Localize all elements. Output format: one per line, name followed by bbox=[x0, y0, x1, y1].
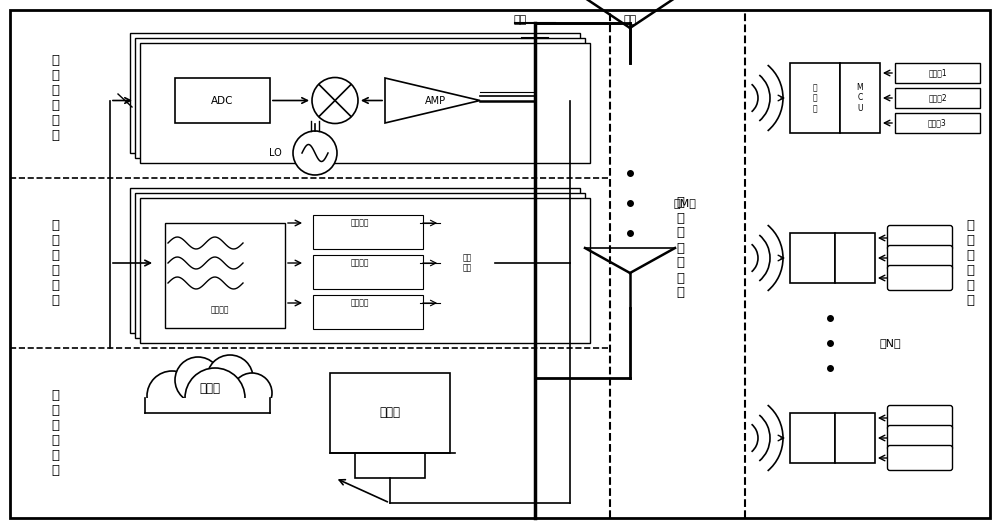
Text: AMP: AMP bbox=[424, 96, 446, 106]
Circle shape bbox=[185, 368, 245, 428]
Text: 天线: 天线 bbox=[623, 15, 637, 25]
Text: 信息解调: 信息解调 bbox=[351, 219, 369, 228]
Text: 传感器3: 传感器3 bbox=[928, 118, 947, 127]
FancyBboxPatch shape bbox=[895, 113, 980, 133]
FancyBboxPatch shape bbox=[155, 213, 275, 318]
Text: 共N个: 共N个 bbox=[879, 338, 901, 348]
FancyBboxPatch shape bbox=[305, 207, 415, 241]
FancyBboxPatch shape bbox=[895, 88, 980, 108]
FancyBboxPatch shape bbox=[313, 215, 423, 249]
FancyBboxPatch shape bbox=[888, 266, 952, 290]
FancyBboxPatch shape bbox=[135, 193, 585, 338]
Circle shape bbox=[293, 131, 337, 175]
Text: LO: LO bbox=[269, 148, 281, 158]
Circle shape bbox=[147, 371, 197, 421]
FancyBboxPatch shape bbox=[888, 446, 952, 470]
FancyBboxPatch shape bbox=[330, 373, 450, 453]
FancyBboxPatch shape bbox=[305, 247, 415, 281]
FancyBboxPatch shape bbox=[835, 413, 875, 463]
Circle shape bbox=[175, 357, 221, 403]
FancyBboxPatch shape bbox=[135, 38, 585, 158]
Text: 信
号
接
收
模
块: 信 号 接 收 模 块 bbox=[51, 54, 59, 142]
FancyBboxPatch shape bbox=[160, 218, 280, 323]
Circle shape bbox=[312, 78, 358, 124]
FancyBboxPatch shape bbox=[790, 233, 835, 283]
Text: 共M个: 共M个 bbox=[674, 198, 696, 208]
FancyBboxPatch shape bbox=[888, 406, 952, 430]
FancyBboxPatch shape bbox=[145, 398, 275, 433]
Text: 馈线: 馈线 bbox=[513, 15, 527, 25]
Circle shape bbox=[207, 355, 253, 401]
FancyBboxPatch shape bbox=[130, 188, 580, 333]
FancyBboxPatch shape bbox=[888, 225, 952, 250]
FancyBboxPatch shape bbox=[790, 413, 835, 463]
FancyBboxPatch shape bbox=[355, 453, 425, 478]
FancyBboxPatch shape bbox=[145, 368, 275, 433]
FancyBboxPatch shape bbox=[165, 223, 285, 328]
FancyBboxPatch shape bbox=[313, 255, 423, 289]
Text: 编码相位: 编码相位 bbox=[351, 298, 369, 307]
FancyBboxPatch shape bbox=[309, 251, 419, 285]
FancyBboxPatch shape bbox=[895, 63, 980, 83]
Text: 载波相位: 载波相位 bbox=[351, 259, 369, 268]
Polygon shape bbox=[385, 78, 480, 123]
Text: 传感器2: 传感器2 bbox=[928, 93, 947, 102]
FancyBboxPatch shape bbox=[10, 10, 990, 518]
Text: 滤波器组: 滤波器组 bbox=[211, 306, 229, 315]
FancyBboxPatch shape bbox=[313, 295, 423, 329]
Text: M
C
U: M C U bbox=[857, 83, 863, 113]
Text: 数据库: 数据库 bbox=[200, 382, 220, 394]
Circle shape bbox=[232, 373, 272, 413]
FancyBboxPatch shape bbox=[440, 243, 495, 283]
Text: 信
号
处
理
模
块: 信 号 处 理 模 块 bbox=[51, 219, 59, 307]
FancyBboxPatch shape bbox=[888, 426, 952, 450]
Text: 信息
综合: 信息 综合 bbox=[463, 253, 472, 272]
FancyBboxPatch shape bbox=[835, 233, 875, 283]
FancyBboxPatch shape bbox=[305, 287, 415, 321]
Text: 无
线
信
标
模
块: 无 线 信 标 模 块 bbox=[966, 219, 974, 307]
FancyBboxPatch shape bbox=[130, 33, 580, 153]
FancyBboxPatch shape bbox=[140, 43, 590, 163]
FancyBboxPatch shape bbox=[140, 198, 590, 343]
Text: 发
射
器: 发 射 器 bbox=[813, 83, 817, 113]
FancyBboxPatch shape bbox=[888, 246, 952, 270]
Polygon shape bbox=[175, 78, 270, 123]
FancyBboxPatch shape bbox=[840, 63, 880, 133]
FancyBboxPatch shape bbox=[790, 63, 840, 133]
Text: ADC: ADC bbox=[211, 96, 234, 106]
FancyBboxPatch shape bbox=[309, 291, 419, 325]
Text: 数
据
处
理
模
块: 数 据 处 理 模 块 bbox=[51, 389, 59, 477]
Text: 传感器1: 传感器1 bbox=[928, 69, 947, 78]
Text: 天
线
与
馈
线
模
块: 天 线 与 馈 线 模 块 bbox=[676, 196, 684, 299]
Text: 计算机: 计算机 bbox=[380, 407, 400, 420]
FancyBboxPatch shape bbox=[309, 211, 419, 245]
